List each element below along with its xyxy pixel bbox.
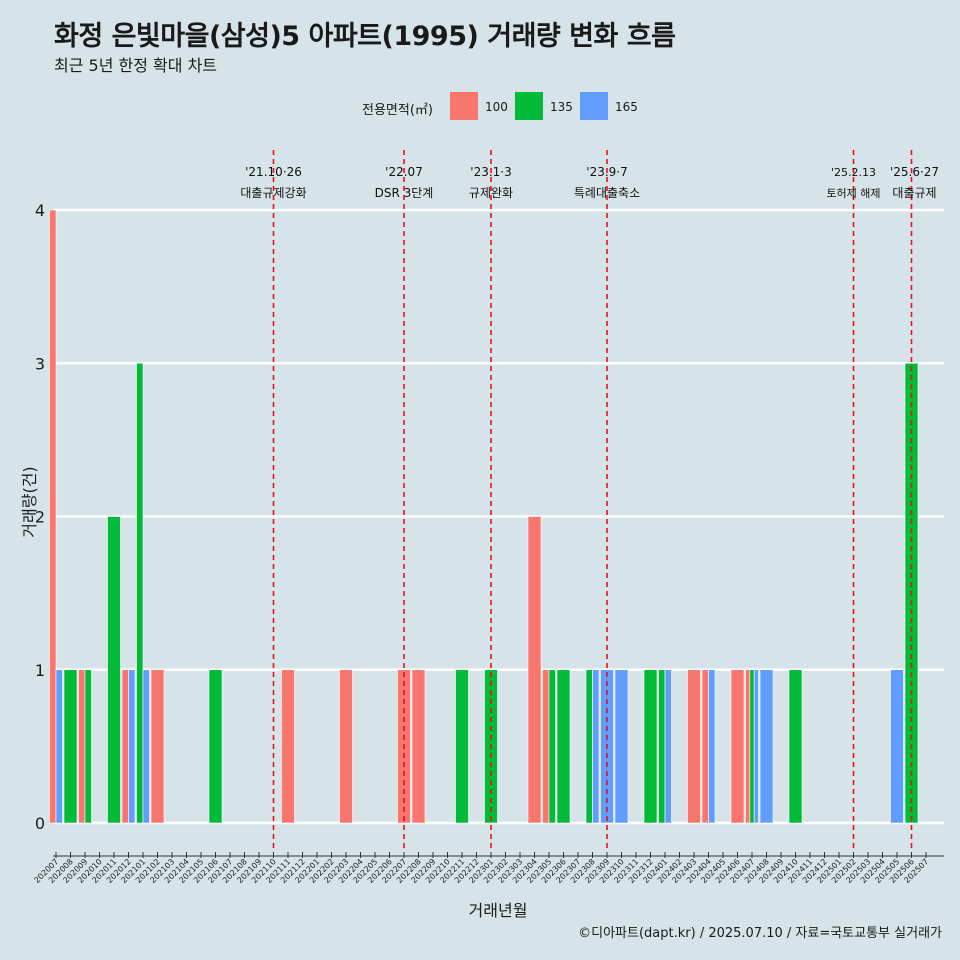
bar-202007-100 — [49, 209, 57, 824]
bar-202403-100 — [687, 669, 701, 824]
bar-202505-165 — [890, 669, 904, 824]
y-tick-label: 0 — [35, 814, 45, 833]
legend-title: 전용면적(㎡) — [362, 103, 433, 118]
chart-subtitle: 최근 5년 한정 확대 차트 — [54, 56, 218, 75]
event-label-4: 토허제 해제 — [826, 186, 880, 200]
legend-swatch-135 — [515, 92, 543, 120]
y-tick-label: 1 — [35, 661, 45, 680]
bar-202012-100 — [121, 669, 129, 824]
bar-202011-135 — [107, 516, 121, 824]
bar-202305-100 — [542, 669, 550, 824]
event-label-5: 대출규제 — [892, 186, 936, 200]
bar-202009-100 — [78, 669, 86, 824]
bar-202408-165 — [759, 669, 774, 824]
bar-202203-100 — [339, 669, 353, 824]
y-tick-label: 3 — [35, 354, 45, 373]
bar-202407-100 — [745, 669, 751, 824]
bar-202404-165 — [708, 669, 716, 824]
event-date-3: '23.9·7 — [586, 165, 627, 179]
legend-swatch-100 — [450, 92, 478, 120]
legend: 전용면적(㎡) 100 135 165 — [0, 92, 960, 122]
event-label-2: 규제완화 — [469, 186, 513, 200]
bar-202012-165 — [128, 669, 136, 824]
bar-202407-165 — [753, 669, 759, 824]
bar-202401-135 — [658, 669, 666, 824]
event-date-1: '22.07 — [385, 165, 423, 179]
bar-202009-135 — [84, 669, 92, 824]
bar-202308-165 — [592, 669, 600, 824]
bar-202111-100 — [281, 669, 295, 824]
y-tick-label: 2 — [35, 508, 45, 527]
chart-title: 화정 은빛마을(삼성)5 아파트(1995) 거래량 변화 흐름 — [54, 21, 676, 52]
bar-202401-165 — [664, 669, 672, 824]
y-axis-title: 거래량(건) — [20, 466, 39, 538]
bar-202102-100 — [150, 669, 165, 824]
bar-202208-100 — [411, 669, 426, 824]
bar-202101-135 — [136, 362, 144, 824]
bar-202008-135 — [63, 669, 78, 824]
bar-202406-100 — [730, 669, 745, 824]
event-date-5: '25.6·27 — [890, 165, 939, 179]
bar-202410-135 — [788, 669, 803, 824]
event-label-0: 대출규제강화 — [240, 186, 306, 200]
event-label-1: DSR 3단계 — [375, 186, 434, 200]
event-date-4: '25.2.13 — [831, 166, 876, 179]
legend-label-100: 100 — [485, 100, 508, 114]
bar-202101-165 — [142, 669, 150, 824]
y-tick-label: 4 — [35, 201, 45, 220]
source-caption: ©디아파트(dapt.kr) / 2025.07.10 / 자료=국토교통부 실… — [578, 926, 942, 941]
bar-202007-165 — [55, 669, 63, 824]
bar-202304-100 — [527, 516, 542, 824]
event-date-2: '23.1·3 — [470, 165, 511, 179]
bar-202305-135 — [548, 669, 556, 824]
bar-202310-165 — [614, 669, 629, 824]
bar-202308-135 — [585, 669, 593, 824]
legend-swatch-165 — [580, 92, 608, 120]
bar-202407-135 — [749, 669, 755, 824]
bar-202306-135 — [556, 669, 571, 824]
bar-202312-135 — [643, 669, 658, 824]
event-label-3: 특례대출축소 — [574, 186, 640, 200]
legend-label-135: 135 — [550, 100, 573, 114]
bar-202106-135 — [208, 669, 223, 824]
event-date-0: '21.10·26 — [245, 165, 302, 179]
legend-label-165: 165 — [615, 100, 638, 114]
bar-202404-100 — [701, 669, 709, 824]
x-axis-title: 거래년월 — [468, 901, 528, 920]
bar-202211-135 — [455, 669, 469, 824]
